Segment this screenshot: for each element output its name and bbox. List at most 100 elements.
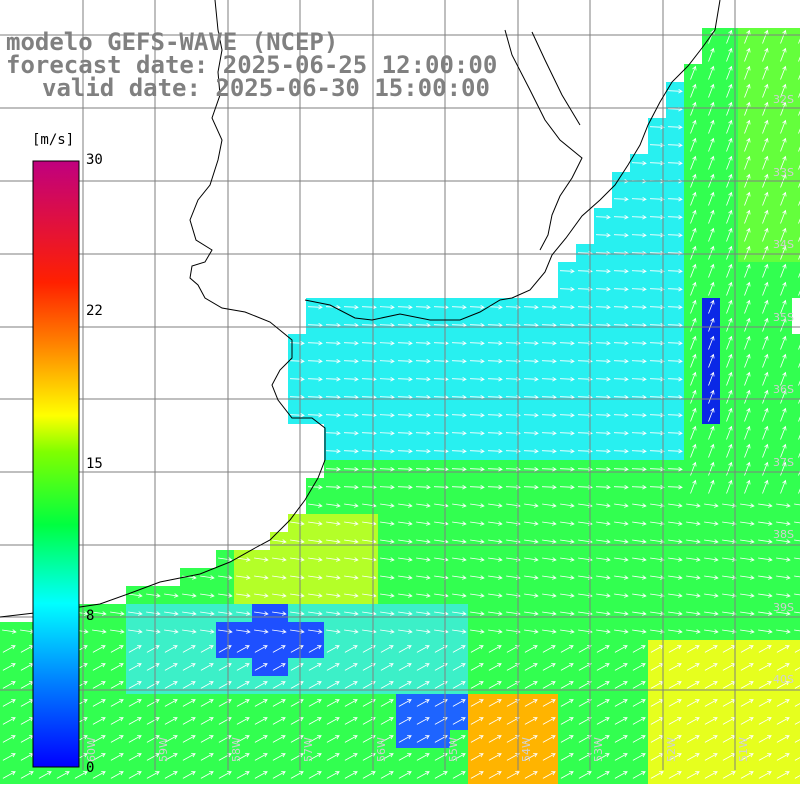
wind-arrow [452, 681, 466, 689]
wind-arrow [361, 412, 377, 418]
wind-arrow [613, 412, 629, 418]
wind-arrow [272, 629, 287, 634]
wind-arrow [308, 663, 322, 671]
wind-arrow [236, 645, 250, 653]
wind-arrow [649, 232, 665, 238]
wind-arrow [308, 717, 322, 725]
wind-arrow [361, 430, 377, 436]
wind-arrow [740, 771, 754, 779]
wind-arrow [361, 448, 377, 454]
wind-arrow [182, 699, 196, 707]
wind-arrow [326, 629, 341, 634]
wind-arrow [776, 593, 791, 598]
wind-arrow [776, 557, 791, 562]
wind-arrow [744, 461, 751, 476]
wind-arrow [740, 681, 754, 689]
wind-arrow [542, 503, 557, 508]
wind-arrow [541, 412, 557, 418]
wind-arrow [708, 65, 715, 80]
wind-arrow [649, 268, 665, 274]
wind-arrow [361, 484, 377, 490]
wind-arrow [542, 539, 557, 544]
wind-arrow [344, 539, 359, 544]
wind-arrow [780, 29, 787, 44]
wind-arrow [762, 425, 769, 440]
wind-arrow [524, 521, 539, 526]
wind-arrow [762, 371, 769, 386]
wind-arrow [780, 209, 787, 224]
wind-arrow [254, 611, 269, 616]
wind-arrow [744, 479, 751, 494]
wind-arrow [762, 191, 769, 206]
wind-arrow [380, 593, 395, 598]
wind-arrow [667, 484, 683, 490]
wind-arrow [488, 629, 503, 634]
wind-arrow [632, 717, 646, 725]
wind-arrow [708, 407, 715, 422]
wind-arrow [704, 575, 719, 580]
wind-arrow [541, 376, 557, 382]
wind-arrow [762, 407, 769, 422]
wind-arrow [182, 771, 196, 779]
wind-arrow [379, 484, 395, 490]
wind-arrow [128, 611, 143, 616]
wind-arrow [487, 304, 503, 310]
wind-arrow [164, 699, 178, 707]
wind-arrow [452, 593, 467, 598]
wind-arrow [218, 557, 233, 562]
wind-arrow [780, 281, 787, 296]
wind-arrow [397, 484, 413, 490]
wind-arrow [708, 353, 715, 368]
wind-arrow [524, 575, 539, 580]
wind-arrow [416, 503, 431, 508]
wind-arrow [708, 101, 715, 116]
wind-arrow [614, 717, 628, 725]
wind-arrow [595, 268, 611, 274]
wind-arrow [798, 74, 800, 80]
wind-arrow [632, 681, 646, 689]
wind-arrow [307, 340, 323, 346]
wind-arrow [631, 376, 647, 382]
wind-arrow [794, 775, 800, 779]
wind-arrow [614, 575, 629, 580]
wind-arrow [128, 735, 142, 743]
wind-cell [792, 694, 800, 712]
wind-arrow [704, 557, 719, 562]
wind-arrow [667, 340, 683, 346]
wind-cell [792, 100, 800, 118]
wind-arrow [488, 575, 503, 580]
lon-label-53w: 53W [592, 737, 605, 762]
wind-arrow [794, 539, 800, 542]
wind-arrow [524, 699, 538, 707]
wind-arrow [798, 470, 800, 476]
wind-arrow [343, 304, 359, 310]
wind-arrow [726, 299, 733, 314]
wind-arrow [110, 735, 124, 743]
wind-arrow [614, 735, 628, 743]
wind-arrow [325, 376, 341, 382]
wind-arrow [397, 448, 413, 454]
wind-arrow [379, 430, 395, 436]
wind-arrow [650, 521, 665, 526]
wind-arrow [452, 717, 466, 725]
wind-arrow [415, 484, 431, 490]
wind-arrow [380, 699, 394, 707]
wind-arrow [488, 717, 502, 725]
wind-arrow [470, 735, 484, 743]
wind-arrow [776, 503, 791, 508]
wind-arrow [758, 629, 773, 634]
wind-arrow [776, 575, 791, 580]
wind-arrow [524, 735, 538, 743]
wind-arrow [56, 771, 70, 779]
wind-arrow [398, 539, 413, 544]
wind-arrow [542, 735, 556, 743]
wind-arrow [596, 539, 611, 544]
wind-arrow [524, 717, 538, 725]
wind-arrow [614, 663, 628, 671]
wind-arrow [690, 425, 697, 440]
wind-arrow [200, 593, 215, 598]
wind-arrow [690, 479, 697, 494]
wind-arrow [272, 611, 287, 616]
wind-arrow [379, 376, 395, 382]
wind-arrow [182, 717, 196, 725]
